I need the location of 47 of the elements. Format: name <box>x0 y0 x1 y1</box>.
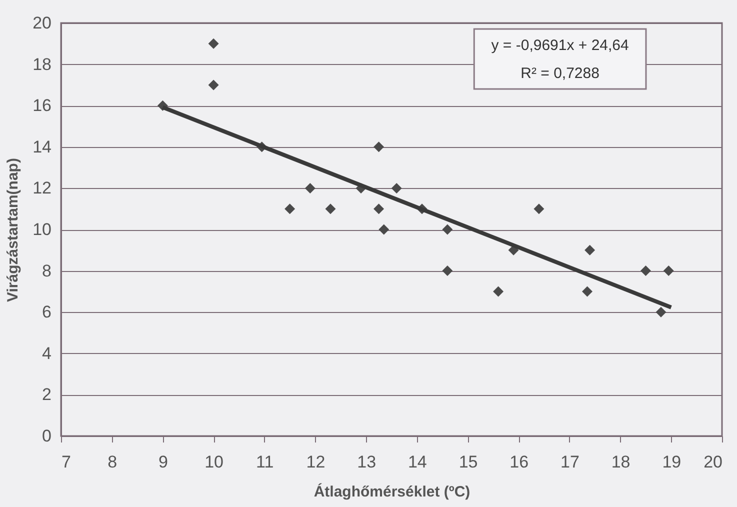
point <box>208 38 219 49</box>
point <box>442 224 453 235</box>
x-tick-label: 10 <box>204 452 224 472</box>
point <box>374 204 384 214</box>
point <box>584 244 596 256</box>
point <box>534 204 544 214</box>
x-tick-label: 15 <box>458 452 478 472</box>
x-tick-label: 17 <box>560 452 580 472</box>
point <box>374 142 384 152</box>
y-tick-label: 0 <box>42 426 52 446</box>
y-tick-label: 6 <box>42 302 52 322</box>
point <box>208 80 219 90</box>
point <box>325 204 336 214</box>
y-tick-label: 20 <box>32 14 52 32</box>
x-tick-label: 8 <box>108 452 118 472</box>
point <box>391 182 402 194</box>
y-tick-label: 8 <box>42 261 52 280</box>
point <box>493 286 504 297</box>
y-axis-title: Virágzástartam(nap) <box>4 158 22 302</box>
point <box>284 204 296 214</box>
point <box>640 266 651 276</box>
y-tick-label: 16 <box>32 96 52 116</box>
point <box>378 224 390 235</box>
y-tick-label: 2 <box>42 385 52 404</box>
annotation: y = -0,9691x + 24,64 <box>491 37 629 54</box>
y-tick-label: 18 <box>32 54 52 74</box>
x-tick-label: 12 <box>306 452 326 472</box>
x-tick-label: 7 <box>62 452 71 472</box>
annotation: R² = 0,7288 <box>520 65 600 82</box>
y-tick-label: 14 <box>32 137 52 156</box>
y-tick-label: 10 <box>32 220 52 239</box>
x-tick-label: 18 <box>611 452 630 472</box>
x-tick-label: 19 <box>662 452 682 472</box>
x-axis-title: Átlaghőmérséklet (ºC) <box>314 482 470 500</box>
x-tick-label: 14 <box>408 452 427 472</box>
point <box>304 182 316 194</box>
point <box>582 286 592 297</box>
x-tick-label: 20 <box>704 452 722 472</box>
x-tick-label: 13 <box>357 452 376 472</box>
x-tick-label: 9 <box>158 452 168 472</box>
y-tick-label: 12 <box>32 178 52 198</box>
x-tick-label: 11 <box>256 452 274 472</box>
point <box>663 266 674 276</box>
point <box>656 306 666 318</box>
y-tick-label: 4 <box>42 344 52 363</box>
x-tick-label: 16 <box>510 452 529 472</box>
point <box>442 266 453 276</box>
